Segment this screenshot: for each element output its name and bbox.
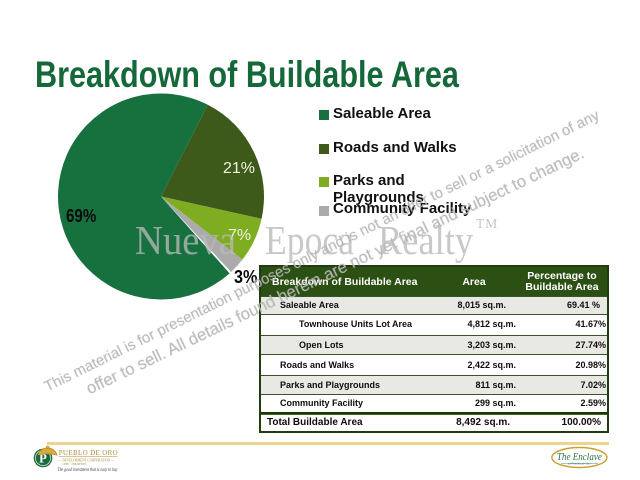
svg-text:P: P (39, 452, 47, 466)
svg-text:The Enclave: The Enclave (557, 452, 603, 463)
svg-text:— DEVELOPMENT CORPORATION —: — DEVELOPMENT CORPORATION — (57, 459, 114, 463)
svg-text:at Pueblo de Oro: at Pueblo de Oro (568, 461, 591, 465)
svg-text:The good investment that is ea: The good investment that is easy to buy (58, 467, 118, 473)
svg-text:PUEBLO DE ORO: PUEBLO DE ORO (59, 449, 118, 457)
svg-text:CEBU · PHILIPPINES: CEBU · PHILIPPINES (63, 463, 88, 466)
